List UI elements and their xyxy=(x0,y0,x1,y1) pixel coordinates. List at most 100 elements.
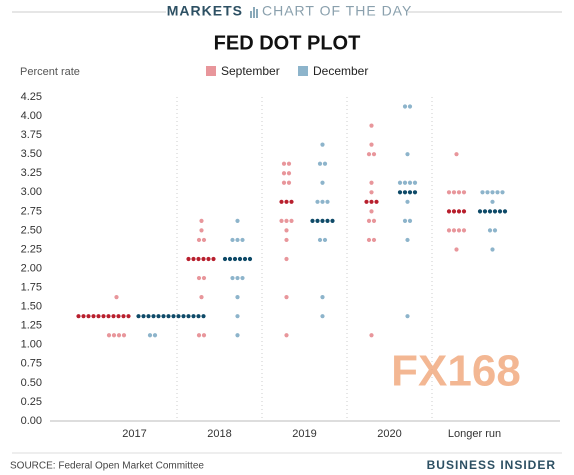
dot xyxy=(492,228,498,233)
watermark: FX168 xyxy=(391,347,521,396)
x-tick-label: 2020 xyxy=(377,428,401,440)
dot xyxy=(320,314,325,319)
dot xyxy=(284,256,289,262)
dot xyxy=(191,314,196,319)
y-tick-label: 3.75 xyxy=(21,129,42,141)
dot xyxy=(315,218,320,223)
dot xyxy=(405,314,410,319)
y-tick-label: 3.50 xyxy=(21,148,42,160)
dot xyxy=(369,333,374,338)
dot xyxy=(106,333,112,338)
dot xyxy=(156,314,161,319)
dot xyxy=(286,161,292,166)
y-axis-label: Percent rate xyxy=(20,66,80,78)
dot xyxy=(235,237,240,243)
dot xyxy=(369,142,374,147)
dot xyxy=(196,256,201,262)
dot xyxy=(289,218,294,223)
dot xyxy=(369,123,374,128)
dot xyxy=(196,275,202,281)
dot xyxy=(456,228,462,233)
dot xyxy=(242,256,248,262)
dot xyxy=(446,190,452,195)
dot xyxy=(320,218,325,223)
dot xyxy=(405,237,410,243)
dot xyxy=(222,256,228,262)
dot xyxy=(235,314,240,319)
y-tick-label: 2.25 xyxy=(21,243,42,255)
dot xyxy=(201,333,207,338)
dot xyxy=(405,199,410,204)
legend-label: September xyxy=(221,64,280,78)
dot xyxy=(397,190,403,195)
dot xyxy=(279,199,284,204)
dot xyxy=(281,161,287,166)
dot xyxy=(289,199,294,204)
dot xyxy=(186,314,191,319)
dot xyxy=(106,314,111,319)
dot xyxy=(366,152,372,157)
dot xyxy=(286,180,292,185)
dot xyxy=(196,314,201,319)
y-tick-label: 1.25 xyxy=(21,320,42,332)
dot xyxy=(201,256,206,262)
dot xyxy=(402,104,408,109)
y-tick-label: 4.25 xyxy=(21,91,42,103)
dot xyxy=(371,218,377,223)
dot xyxy=(364,199,369,204)
dot xyxy=(240,275,245,281)
dot xyxy=(111,314,116,319)
dot xyxy=(477,209,483,214)
dot xyxy=(487,228,493,233)
dot xyxy=(315,199,320,204)
dot xyxy=(206,256,211,262)
dot xyxy=(230,275,235,281)
dot xyxy=(111,333,117,338)
dot xyxy=(502,209,508,214)
dot xyxy=(446,228,452,233)
dot xyxy=(284,295,289,300)
dot xyxy=(490,190,495,195)
dot xyxy=(454,152,459,157)
dot xyxy=(201,275,207,281)
dot xyxy=(407,104,413,109)
dot xyxy=(91,314,96,319)
chart-title: FED DOT PLOT xyxy=(214,32,361,54)
y-tick-label: 3.00 xyxy=(21,186,42,198)
dot xyxy=(101,314,106,319)
dot xyxy=(407,180,413,185)
dot xyxy=(495,190,500,195)
y-tick-label: 1.50 xyxy=(21,301,42,313)
dot xyxy=(320,180,325,185)
dot xyxy=(485,190,490,195)
y-tick-label: 4.00 xyxy=(21,110,42,122)
dot xyxy=(284,237,289,243)
dot xyxy=(240,237,245,243)
dot xyxy=(369,199,374,204)
dot xyxy=(480,190,485,195)
dot xyxy=(235,275,240,281)
dot xyxy=(141,314,146,319)
dot xyxy=(412,190,418,195)
dot xyxy=(461,209,467,214)
dot xyxy=(492,209,498,214)
y-tick-label: 2.75 xyxy=(21,205,42,217)
dot xyxy=(227,256,233,262)
dot xyxy=(284,199,289,204)
dot xyxy=(369,209,374,214)
dot xyxy=(405,152,410,157)
dot xyxy=(126,314,131,319)
source: SOURCE: Federal Open Market Committee xyxy=(10,461,204,472)
dot xyxy=(136,314,141,319)
dot xyxy=(374,199,379,204)
header-label: CHART OF THE DAY xyxy=(262,3,412,19)
dot xyxy=(76,314,81,319)
x-tick-label: 2018 xyxy=(207,428,231,440)
y-tick-label: 3.25 xyxy=(21,167,42,179)
dot xyxy=(451,209,457,214)
dot xyxy=(166,314,171,319)
dot xyxy=(371,152,377,157)
dot xyxy=(320,199,325,204)
dot xyxy=(456,209,462,214)
dot xyxy=(317,237,323,243)
